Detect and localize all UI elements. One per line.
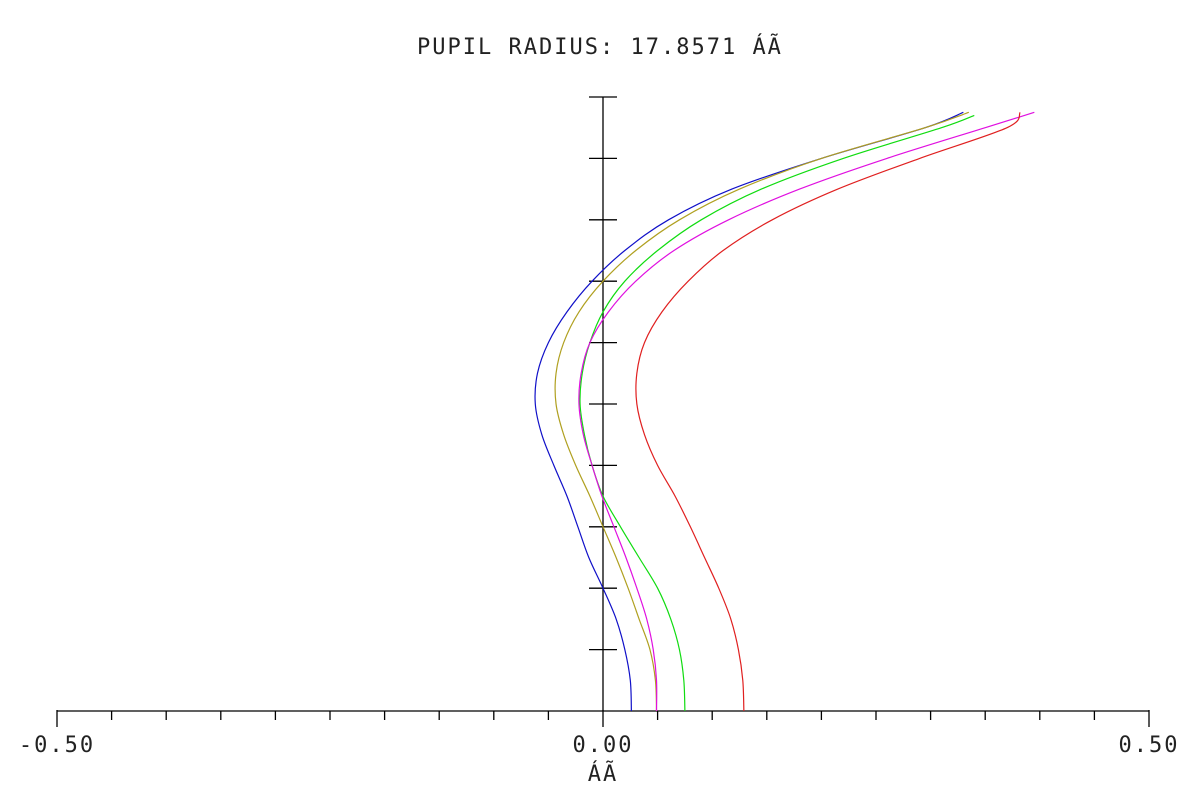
chart-title: PUPIL RADIUS: 17.8571 ÁÃ bbox=[417, 33, 783, 60]
x-tick-label: -0.50 bbox=[19, 733, 95, 758]
series-line-1 bbox=[534, 111, 964, 712]
series-curves bbox=[534, 111, 1035, 712]
x-tick-label: 0.00 bbox=[573, 733, 634, 758]
axes bbox=[56, 96, 1150, 727]
x-tick-labels: -0.50 0.00 0.50 bbox=[19, 733, 1180, 758]
series-line-4 bbox=[578, 111, 1035, 712]
series-line-5 bbox=[635, 111, 1021, 712]
series-line-2 bbox=[554, 111, 970, 712]
x-tick-label: 0.50 bbox=[1119, 733, 1180, 758]
series-line-3 bbox=[579, 114, 975, 712]
x-axis-label: ÁÃ bbox=[588, 760, 619, 787]
